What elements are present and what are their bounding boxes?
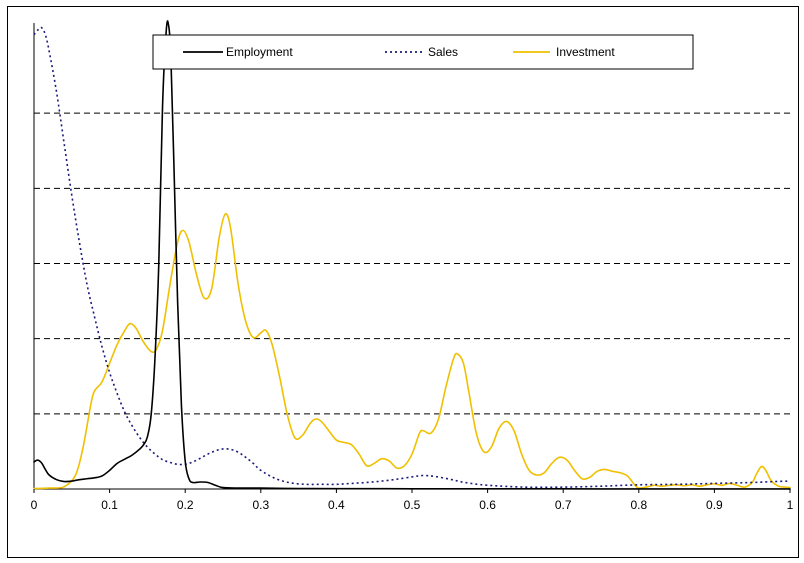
x-tick-labels: 0 0.1 0.2 0.3 0.4 0.5 0.6 0.7 0.8 0.9 1 [31,489,794,512]
x-tick-label: 0.5 [404,498,421,512]
x-tick-label: 0.1 [101,498,118,512]
x-tick-label: 1 [787,498,794,512]
x-tick-label: 0.7 [555,498,572,512]
legend-label-sales: Sales [428,45,458,59]
x-tick-label: 0.6 [479,498,496,512]
series-line-investment [33,212,791,490]
gridlines [34,112,790,415]
x-tick-label: 0.9 [706,498,723,512]
x-tick-label: 0.4 [328,498,345,512]
series-lines [33,20,791,490]
legend-label-employment: Employment [226,45,293,59]
legend-label-investment: Investment [556,45,615,59]
x-tick-label: 0.2 [177,498,194,512]
series-line-sales [33,26,791,489]
legend-box [152,34,694,70]
legend: Employment Sales Investment [152,34,694,70]
x-tick-label: 0.3 [252,498,269,512]
x-tick-label: 0.8 [630,498,647,512]
axes [33,23,790,490]
x-tick-label: 0 [31,498,38,512]
series-line-employment [33,20,791,490]
